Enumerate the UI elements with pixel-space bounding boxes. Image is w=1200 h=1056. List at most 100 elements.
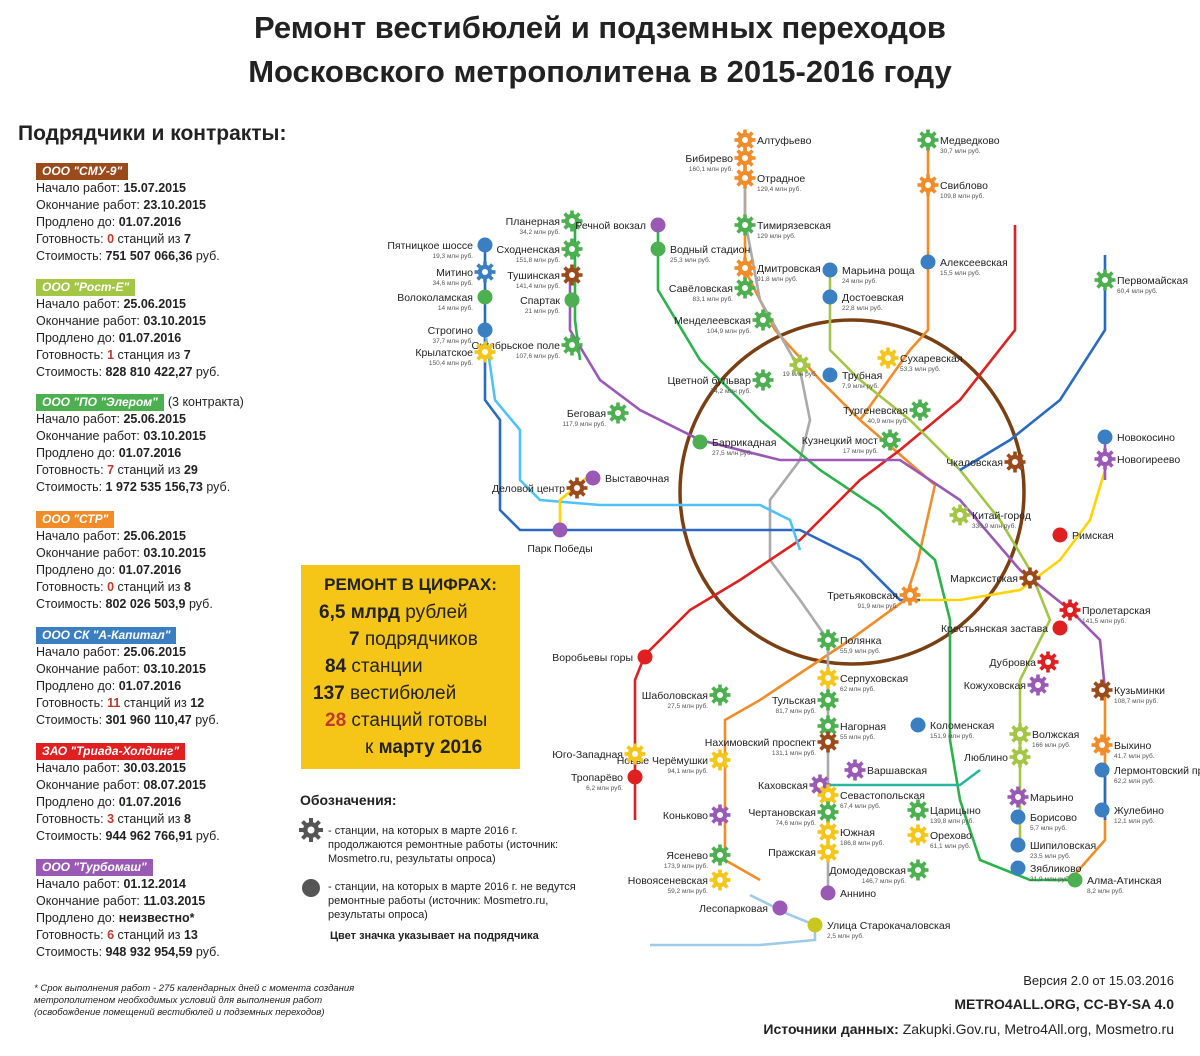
station-cost: 74,2 млн руб. [710, 387, 751, 395]
contractor-block: ООО СК "А-Капитал" Начало работ: 25.06.20… [36, 627, 298, 729]
station: Лесопарковая [699, 900, 788, 916]
contractor-name: ООО "Рост-Е" [36, 279, 136, 296]
station: Речной вокзал [575, 217, 666, 233]
sources-label: Источники данных: [763, 1021, 899, 1037]
gear-icon [949, 504, 971, 526]
contractor-block: ООО "Рост-Е" Начало работ: 25.06.2015 Окон… [36, 279, 298, 381]
gear-icon [561, 264, 583, 286]
map-title: Ремонт вестибюлей и подземных переходов … [0, 6, 1200, 94]
station-name: Крылатское [415, 347, 473, 359]
station: Кожуховская [964, 674, 1049, 696]
contractor-end: Окончание работ: 11.03.2015 [36, 894, 206, 908]
gear-icon [734, 147, 756, 169]
station: Аннино [820, 885, 876, 901]
green-line [656, 220, 1075, 882]
station-name: Домодедовская [829, 865, 906, 877]
contractor-readiness: Готовность: 1 станция из 7 [36, 348, 191, 362]
contractor-end: Окончание работ: 03.10.2015 [36, 546, 206, 560]
station-name: Достоевская [842, 292, 904, 304]
gear-icon [817, 801, 839, 823]
station-dot-icon [822, 262, 838, 278]
station: Люблино [964, 746, 1031, 768]
contractor-start: Начало работ: 25.06.2015 [36, 412, 187, 426]
summary-heading: РЕМОНТ В ЦИФРАХ: [324, 575, 497, 594]
station-name: Дмитровская [757, 263, 821, 275]
station-name: Баррикадная [712, 437, 776, 449]
station-name: Пятницкое шоссе [387, 240, 473, 252]
station-cost: 19,3 млн руб. [432, 252, 473, 260]
station-cost: 91,9 млн руб. [857, 602, 898, 610]
station-cost: 17 млн руб. [843, 447, 878, 455]
station-dot-icon [807, 917, 823, 933]
station-cost: 173,9 млн руб. [664, 862, 708, 870]
summary-by-label: к [365, 737, 379, 758]
contractor-end: Окончание работ: 08.07.2015 [36, 778, 206, 792]
gear-icon [1027, 674, 1049, 696]
station-cost: 53,3 млн руб. [900, 365, 941, 373]
station: Варшавская [844, 759, 927, 781]
contractor-extended: Продлено до: 01.07.2016 [36, 215, 182, 229]
station-name: Речной вокзал [575, 220, 646, 232]
station-dot-icon [650, 241, 666, 257]
station-cost: 34,2 млн руб. [519, 228, 560, 236]
station-name: Спартак [520, 295, 560, 307]
gear-icon [566, 477, 588, 499]
station: Деловой центр [492, 477, 588, 499]
gear-icon [917, 129, 939, 151]
station-name: Тимирязевская [757, 220, 831, 232]
contractor-cost: Стоимость: 948 932 954,59 руб. [36, 945, 220, 959]
legend-heading: Обозначения: [300, 792, 397, 808]
station: Лермонтовский проспект62,2 млн руб. [1094, 762, 1200, 785]
station-cost: 19 млн руб. [782, 370, 817, 378]
station-cost: 186,8 млн руб. [840, 839, 884, 847]
station-name: Марьина роща [842, 265, 915, 277]
station-cost: 131,1 млн руб. [772, 749, 816, 757]
station: Новогиреево [1094, 448, 1180, 470]
contractor-name: ООО "ПО "Элером" [36, 394, 164, 411]
station-name: Улица Старокачаловская [827, 920, 950, 932]
gear-icon [789, 354, 811, 376]
legend-color-note: Цвет значка указывает на подрядчика [330, 930, 539, 942]
station-cost: 12,1 млн руб. [1114, 817, 1155, 825]
contractor-name: ООО "СМУ-9" [36, 163, 129, 180]
station-name: Римская [1072, 530, 1114, 542]
contractor-cost: Стоимость: 1 972 535 156,73 руб. [36, 480, 231, 494]
station-dot-icon [477, 322, 493, 338]
gear-icon [1091, 679, 1113, 701]
station-cost: 60,4 млн руб. [1117, 287, 1158, 295]
station-name: Волоколамская [397, 292, 473, 304]
gear-icon [1007, 786, 1029, 808]
gear-icon [752, 309, 774, 331]
contractor-end: Окончание работ: 03.10.2015 [36, 662, 206, 676]
station-dot-icon [552, 522, 568, 538]
summary-ready-label: станций готовы [346, 710, 488, 731]
station-name: Октябрьское поле [471, 340, 560, 352]
station-dot-icon [910, 717, 926, 733]
station-cost: 74,6 млн руб. [775, 819, 816, 827]
station-dot-icon [1052, 527, 1068, 543]
station-cost: 67,4 млн руб. [840, 802, 881, 810]
station-name: Волжская [1032, 729, 1079, 741]
gear-icon [607, 402, 629, 424]
station-name: Беговая [567, 408, 606, 420]
contractor-extended: Продлено до: 01.07.2016 [36, 679, 182, 693]
contractor-readiness: Готовность: 6 станций из 13 [36, 928, 198, 942]
station-name: Полянка [840, 635, 882, 647]
station-name: Севастопольская [840, 790, 925, 802]
station-name: Дубровка [989, 657, 1036, 669]
station: Парк Победы [527, 522, 593, 555]
gear-icon [709, 749, 731, 771]
